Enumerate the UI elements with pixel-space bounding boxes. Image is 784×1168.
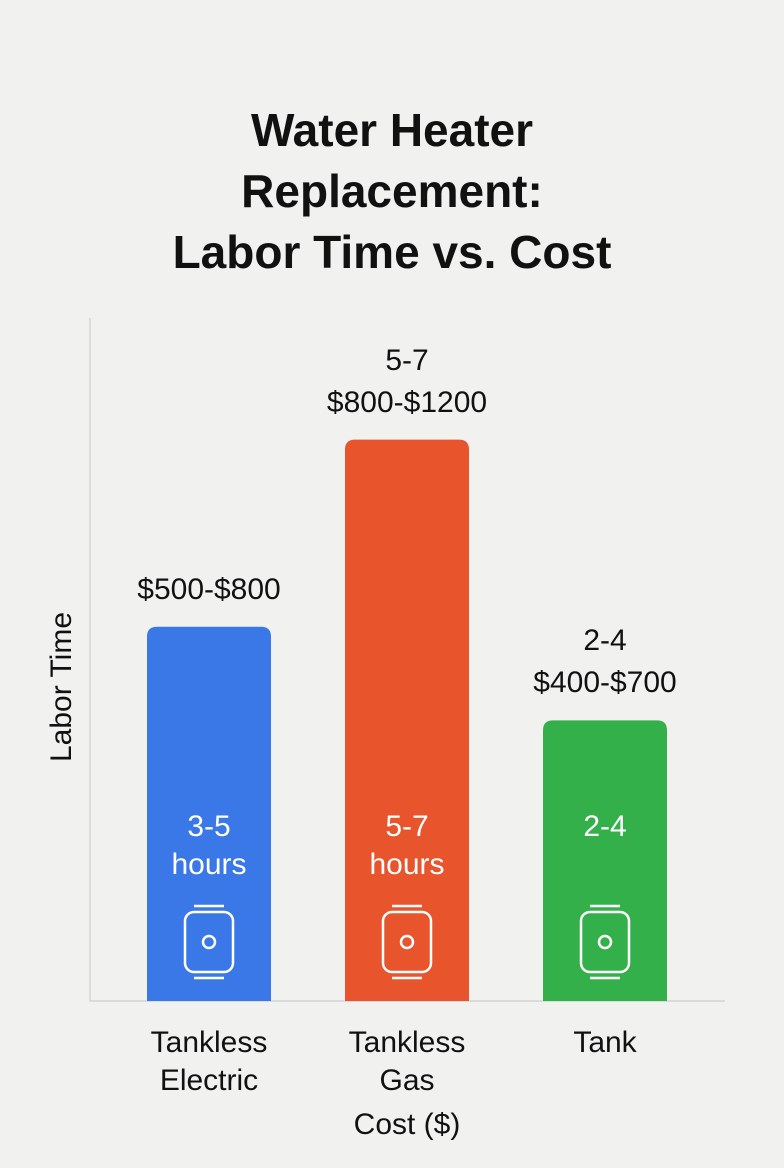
y-axis-label: Labor Time (45, 611, 78, 763)
bar-top-label: 2-4 $400-$700 (533, 624, 677, 700)
chart-title: Water Heater Replacement: Labor Time vs.… (172, 104, 612, 278)
heater-icon (381, 904, 433, 980)
icon-part (381, 910, 433, 974)
bar-value-label: 5-7 hours (369, 810, 445, 881)
x-tick-label: Tankless Gas (348, 1026, 466, 1097)
icon-part (201, 934, 217, 950)
bar-top-label: 5-7 $800-$1200 (326, 343, 488, 419)
bar (345, 439, 469, 1001)
icon-part (399, 934, 415, 950)
bar-top-label: $500-$800 (137, 572, 281, 606)
icon-part (183, 910, 235, 974)
bar-value-label: 2-4 (583, 810, 627, 843)
x-axis-label: Cost ($) (353, 1108, 461, 1141)
heater-icon (579, 904, 631, 980)
bar (147, 626, 271, 1001)
x-tick-label: Tankless Electric (150, 1026, 268, 1097)
icon-part (597, 934, 613, 950)
bar-value-label: 3-5 hours (171, 810, 247, 881)
bar (543, 720, 667, 1001)
icon-part (579, 910, 631, 974)
heater-icon (183, 904, 235, 980)
x-tick-label: Tank (573, 1026, 637, 1059)
